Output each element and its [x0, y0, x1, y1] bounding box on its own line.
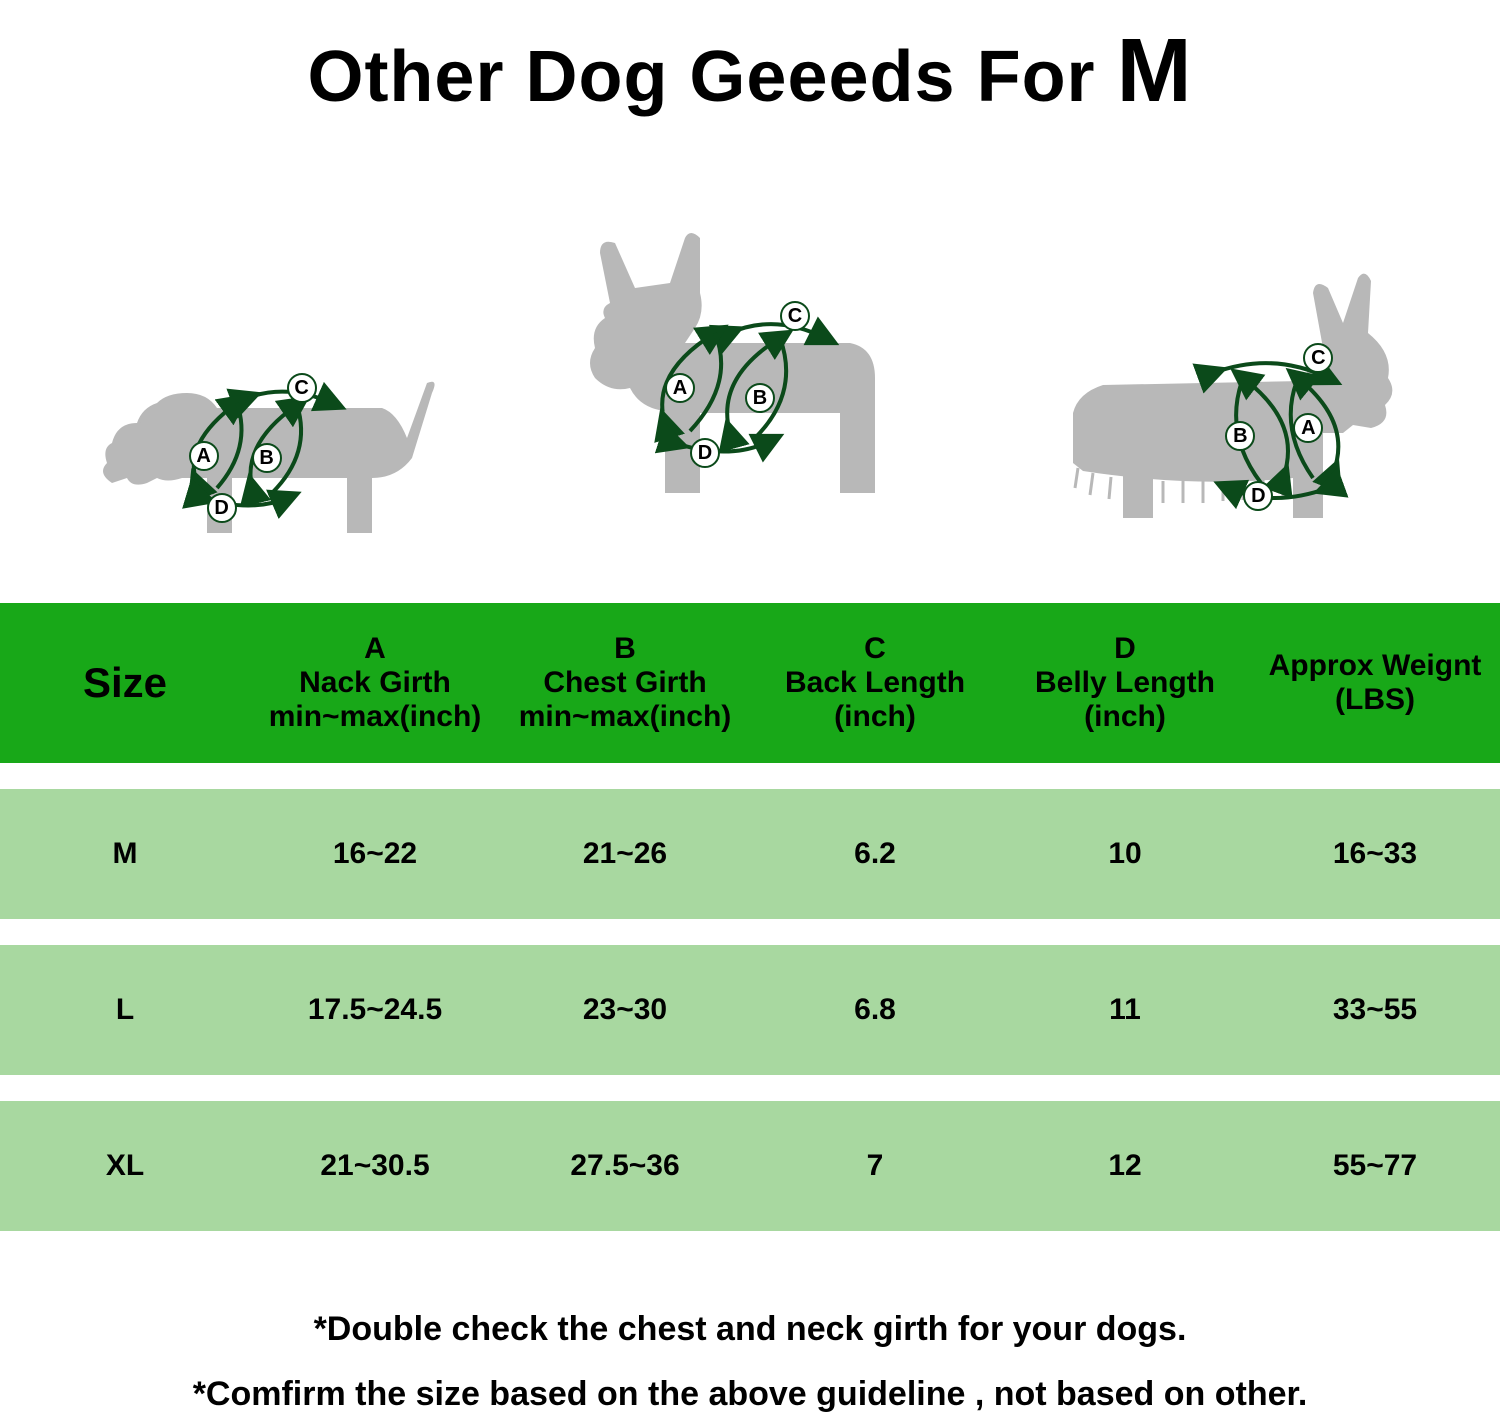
dog-diagram-row: C A B D C A B D [0, 123, 1500, 603]
col-header: BChest Girthmin~max(inch) [500, 603, 750, 763]
size-table: Size ANack Girthmin~max(inch)BChest Girt… [0, 603, 1500, 1257]
col-unit: min~max(inch) [254, 700, 496, 734]
label-d: D [207, 493, 237, 523]
label-b: B [745, 383, 775, 413]
col-name: Chest Girth [504, 666, 746, 700]
label-a: A [665, 373, 695, 403]
cell-size: XL [0, 1101, 250, 1231]
cell-a: 16~22 [250, 789, 500, 919]
cell-b: 23~30 [500, 945, 750, 1075]
col-letter: A [254, 632, 496, 666]
cell-size: L [0, 945, 250, 1075]
footnote-line: *Comfirm the size based on the above gui… [0, 1362, 1500, 1426]
cell-w: 16~33 [1250, 789, 1500, 919]
col-header: Approx Weignt(LBS) [1250, 603, 1500, 763]
col-unit: (inch) [1004, 700, 1246, 734]
title-prefix: Other Dog Geeeds For [307, 37, 1116, 117]
dog-basset: C A B D [87, 283, 487, 543]
title-size: M [1117, 21, 1193, 121]
cell-d: 12 [1000, 1101, 1250, 1231]
col-letter: D [1004, 632, 1246, 666]
cell-d: 10 [1000, 789, 1250, 919]
col-header: ANack Girthmin~max(inch) [250, 603, 500, 763]
cell-c: 6.8 [750, 945, 1000, 1075]
cell-w: 33~55 [1250, 945, 1500, 1075]
col-letter: B [504, 632, 746, 666]
spacer-row [0, 919, 1500, 945]
cell-a: 17.5~24.5 [250, 945, 500, 1075]
table-row: XL21~30.527.5~3671255~77 [0, 1101, 1500, 1231]
col-name: Belly Length [1004, 666, 1246, 700]
label-d: D [690, 438, 720, 468]
spacer-row [0, 1075, 1500, 1101]
col-letter: C [754, 632, 996, 666]
col-name: Approx Weignt [1254, 649, 1496, 683]
label-b: B [252, 443, 282, 473]
spacer-row [0, 763, 1500, 789]
cell-a: 21~30.5 [250, 1101, 500, 1231]
label-c: C [780, 301, 810, 331]
label-c: C [287, 373, 317, 403]
dog-frenchie-silhouette [540, 183, 940, 543]
footnote-line: *Double check the chest and neck girth f… [0, 1297, 1500, 1362]
col-unit: min~max(inch) [504, 700, 746, 734]
col-header: DBelly Length(inch) [1000, 603, 1250, 763]
col-name: Back Length [754, 666, 996, 700]
cell-c: 6.2 [750, 789, 1000, 919]
table-row: L17.5~24.523~306.81133~55 [0, 945, 1500, 1075]
col-size: Size [0, 603, 250, 763]
table-header-row: Size ANack Girthmin~max(inch)BChest Girt… [0, 603, 1500, 763]
dog-corgi: C A B D [993, 263, 1413, 543]
cell-w: 55~77 [1250, 1101, 1500, 1231]
footnotes: *Double check the chest and neck girth f… [0, 1257, 1500, 1426]
col-name: Nack Girth [254, 666, 496, 700]
cell-b: 21~26 [500, 789, 750, 919]
col-unit: (inch) [754, 700, 996, 734]
table-row: M16~2221~266.21016~33 [0, 789, 1500, 919]
dog-basset-silhouette [87, 283, 487, 543]
col-header: CBack Length(inch) [750, 603, 1000, 763]
cell-b: 27.5~36 [500, 1101, 750, 1231]
cell-d: 11 [1000, 945, 1250, 1075]
spacer-row [0, 1231, 1500, 1257]
cell-size: M [0, 789, 250, 919]
dog-corgi-silhouette [993, 263, 1413, 543]
col-unit: (LBS) [1254, 683, 1496, 717]
label-a: A [189, 441, 219, 471]
dog-frenchie: C A B D [540, 183, 940, 543]
page-title: Other Dog Geeeds For M [0, 0, 1500, 123]
cell-c: 7 [750, 1101, 1000, 1231]
